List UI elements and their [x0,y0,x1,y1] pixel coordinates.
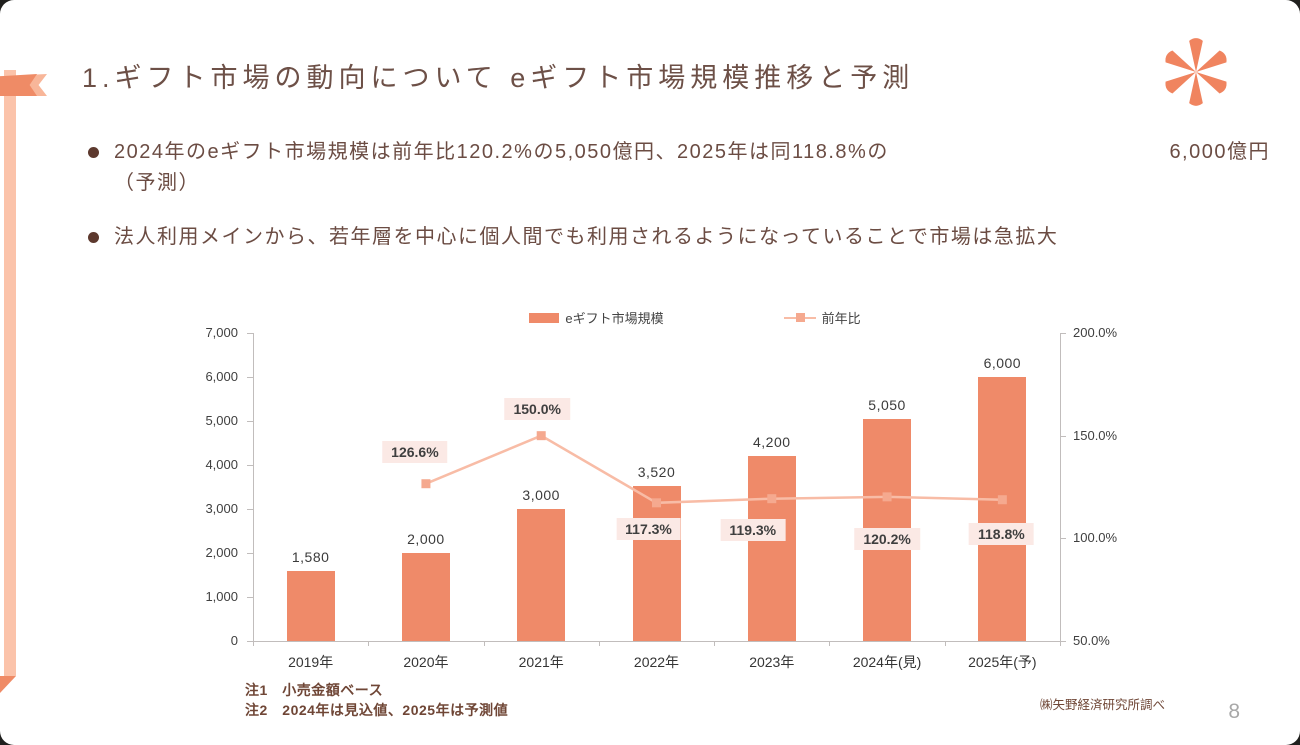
y-axis-label-left: 4,000 [205,457,238,472]
note-line: 注2 2024年は見込値、2025年は予測値 [245,702,509,719]
x-tick [944,641,946,646]
y-tick-left [247,509,253,510]
pct-label: 118.8% [968,522,1034,545]
x-tick [598,641,600,646]
pct-label: 119.3% [720,518,786,541]
y-axis-label-left: 0 [230,633,238,648]
x-axis [253,641,1060,642]
chart: eギフト市場規模 前年比 0 1,000 2,000 3,000 4,000 5,000 6… [190,300,1200,695]
x-axis-label: 2019年 [288,654,334,670]
x-axis-label: 2020年 [403,654,449,670]
line-swatch-icon [783,313,816,322]
y-tick-left [247,465,253,466]
pct-label: 120.2% [854,527,920,550]
y-axis-label-right: 150.0% [1073,427,1118,443]
y-axis-label-right: 100.0% [1073,530,1118,546]
y-axis-label-right: 200.0% [1073,325,1118,340]
pct-label: 117.3% [616,517,681,540]
line-marker [421,479,431,489]
bar-label: 5,050 [868,396,906,413]
bar-label: 2,000 [407,531,445,547]
bar-swatch-icon [529,312,560,323]
page-title: 1.ギフト市場の動向について eギフト市場規模推移と予測 [82,63,915,93]
y-tick-right [1060,435,1066,437]
bar [286,571,335,641]
y-tick-left [247,597,253,598]
y-tick-right [1060,538,1066,540]
bar-label: 3,520 [637,464,676,481]
line-marker [536,431,546,441]
y-axis-label-left: 7,000 [205,325,238,340]
y-axis-label-right: 50.0% [1073,633,1110,648]
x-tick [253,641,254,646]
ribbon-tail-decoration [0,676,16,693]
bar-label: 1,580 [291,549,330,566]
bar [978,377,1027,641]
bar-label: 4,200 [753,434,791,451]
y-axis-left [253,333,254,641]
y-tick-left [247,641,253,642]
bar [632,486,681,641]
bullet-text: 法人利用メインから、若年層を中心に個人間でも利用されるようになっていることで市場… [114,226,1059,248]
x-tick [483,641,485,646]
legend-item-yoy: 前年比 [783,308,861,327]
bar [401,553,450,641]
ribbon-flag-icon [0,74,37,96]
x-axis-label: 2025年(予) [968,654,1037,670]
x-tick [829,641,831,646]
pct-label: 126.6% [382,440,448,463]
x-axis-label: 2022年 [633,654,680,670]
bar [747,456,796,641]
bullet-icon [88,147,99,158]
bullet-item: 2024年のeギフト市場規模は前年比120.2%の5,050億円、2025年は同… [88,137,1270,199]
bar-label: 3,000 [522,487,560,503]
bullet-item: 法人利用メインから、若年層を中心に個人間でも利用されるようになっていることで市場… [88,222,1270,253]
pct-label: 150.0% [504,397,570,420]
y-axis-right [1060,333,1061,641]
y-axis-label-left: 1,000 [205,589,238,604]
x-axis-label: 2021年 [518,654,564,670]
bullet-text: 2024年のeギフト市場規模は前年比120.2%の5,050億円、2025年は同… [114,141,889,163]
ribbon-strip-decoration [4,70,16,676]
y-tick-right [1060,333,1066,334]
y-axis-label-left: 3,000 [205,501,238,516]
x-tick [714,641,716,646]
y-axis-label-left: 6,000 [205,369,238,384]
chart-legend: eギフト市場規模 前年比 [190,308,1200,327]
y-axis-label-left: 5,000 [205,413,238,428]
source-credit: ㈱矢野経済研究所調べ [1039,698,1165,712]
bar-label: 6,000 [983,355,1022,371]
legend-label: 前年比 [821,311,861,326]
footnotes: 注1 小売金額ベース 注2 2024年は見込値、2025年は予測値 [245,680,508,721]
y-tick-left [247,421,253,422]
yoy-line [421,431,1007,508]
page-number: 8 [1228,700,1240,723]
legend-item-market-size: eギフト市場規模 [529,308,664,327]
x-tick [1060,641,1061,646]
y-tick-left [247,553,253,554]
y-tick-left [247,377,253,378]
bullet-text-line2: （予測） [114,172,200,194]
y-tick-right [1060,641,1066,642]
bar [517,509,566,641]
y-tick-left [247,333,253,334]
asterisk-icon [1158,34,1234,115]
x-tick [368,641,370,646]
x-axis-label: 2024年(見) [852,654,922,670]
note-line: 注1 小売金額ベース [245,682,384,698]
bullet-icon [88,232,99,243]
bullet-value: 6,000億円 [1169,141,1270,163]
y-axis-label-left: 2,000 [205,545,238,560]
x-axis-label: 2023年 [749,654,795,670]
legend-label: eギフト市場規模 [565,311,664,326]
